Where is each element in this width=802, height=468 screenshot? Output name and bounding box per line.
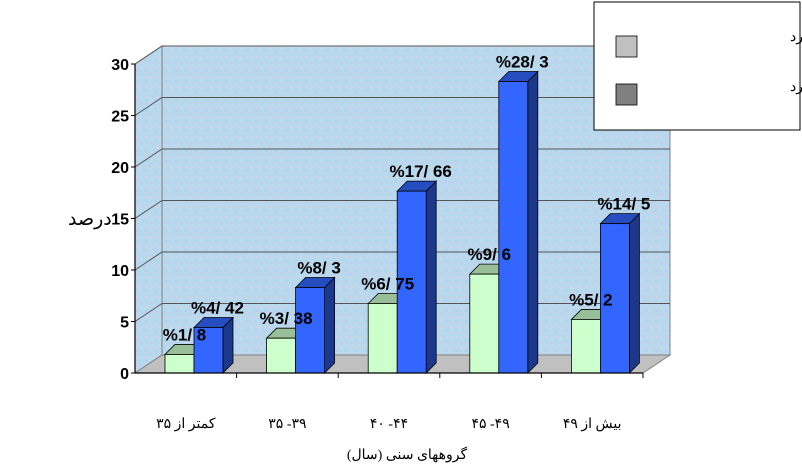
data-label: %3/ 38 (260, 309, 313, 328)
bar-side (324, 276, 336, 374)
legend-label-no-disorder: اختلالات شانه ندارد (790, 30, 802, 45)
bar-front (367, 303, 398, 374)
y-tick-label: 10 (111, 263, 129, 280)
y-tick-label: 20 (111, 160, 129, 177)
bar (193, 316, 234, 374)
bar-side (527, 70, 539, 374)
y-tick-label: 0 (120, 366, 129, 383)
x-tick-label: کمتر از ۳۵ (156, 417, 216, 432)
bar-front (498, 81, 529, 374)
x-axis-label: گروههای سنی (سال) (347, 446, 468, 463)
legend-swatch-no-disorder (615, 35, 638, 58)
data-label: %17/ 66 (390, 162, 452, 181)
x-tick-label: بیش از ۴۹ (563, 417, 622, 432)
gridline (134, 45, 670, 65)
bar (396, 180, 438, 374)
bar-front (266, 337, 297, 374)
data-labels: %1/ 8 %4/ 42 %3/ 38 %8/ 3 %6/ 75 %17/ 66 %9/ 6… (163, 53, 651, 345)
tick-labels: 0 5 10 15 20 25 30 کمتر از ۳۵ ۳۹- ۳۵ ۴۴- ۴۰ ۴۹- ۴۵… (111, 57, 621, 432)
bar-front (193, 327, 224, 374)
x-tick-label: ۴۹- ۴۵ (471, 417, 509, 432)
y-tick-label: 5 (120, 315, 129, 332)
bars (164, 70, 641, 374)
bar-front (164, 354, 195, 374)
data-label: %28/ 3 (496, 53, 549, 72)
x-tick-label: ۳۹- ۳۵ (268, 417, 306, 432)
y-tick-label: 25 (111, 109, 129, 126)
bar-side (425, 180, 437, 374)
bar-front (295, 287, 326, 374)
legend-swatch-disorder (615, 83, 638, 106)
bar-front (600, 223, 630, 374)
data-label: %9/ 6 (468, 245, 511, 264)
y-tick-label: 30 (111, 57, 129, 74)
bar-side (629, 212, 640, 374)
bar-front (469, 273, 500, 374)
bar-front (571, 319, 601, 374)
data-label: %14/ 5 (597, 195, 650, 214)
legend-box (593, 1, 801, 131)
legend-label-disorder: اختلالات شانه دارد (790, 80, 802, 95)
data-label: %8/ 3 (297, 259, 340, 278)
data-label: %5/ 2 (569, 290, 612, 309)
y-axis-label: درصد (68, 208, 112, 230)
bar-front (396, 190, 427, 374)
bar (599, 212, 641, 374)
y-tick-label: 15 (111, 212, 129, 229)
data-label: %6/ 75 (361, 274, 414, 293)
axes (131, 63, 644, 378)
x-tick-label: ۴۴- ۴۰ (370, 417, 408, 432)
legend: اختلالات شانه ندارد اختلالات شانه دارد (593, 1, 802, 131)
data-label: %4/ 42 (191, 298, 244, 317)
bar (497, 70, 539, 374)
data-label: %1/ 8 (163, 325, 206, 344)
